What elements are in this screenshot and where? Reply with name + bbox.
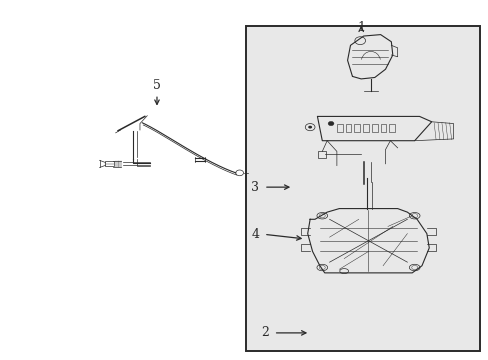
Text: 4: 4 [251, 228, 259, 241]
Bar [318, 152, 325, 158]
Bar [105, 161, 114, 166]
Text: 1: 1 [356, 21, 365, 34]
Text: 2: 2 [261, 327, 268, 339]
Text: 3: 3 [251, 181, 259, 194]
Bar [245, 26, 479, 351]
Bar [371, 124, 377, 132]
Bar [380, 124, 386, 132]
Bar [345, 124, 351, 132]
Bar [363, 124, 368, 132]
Bar [354, 124, 360, 132]
Circle shape [307, 126, 311, 129]
Circle shape [327, 121, 333, 126]
Bar [336, 124, 342, 132]
Bar [388, 124, 394, 132]
Text: 5: 5 [153, 79, 161, 92]
